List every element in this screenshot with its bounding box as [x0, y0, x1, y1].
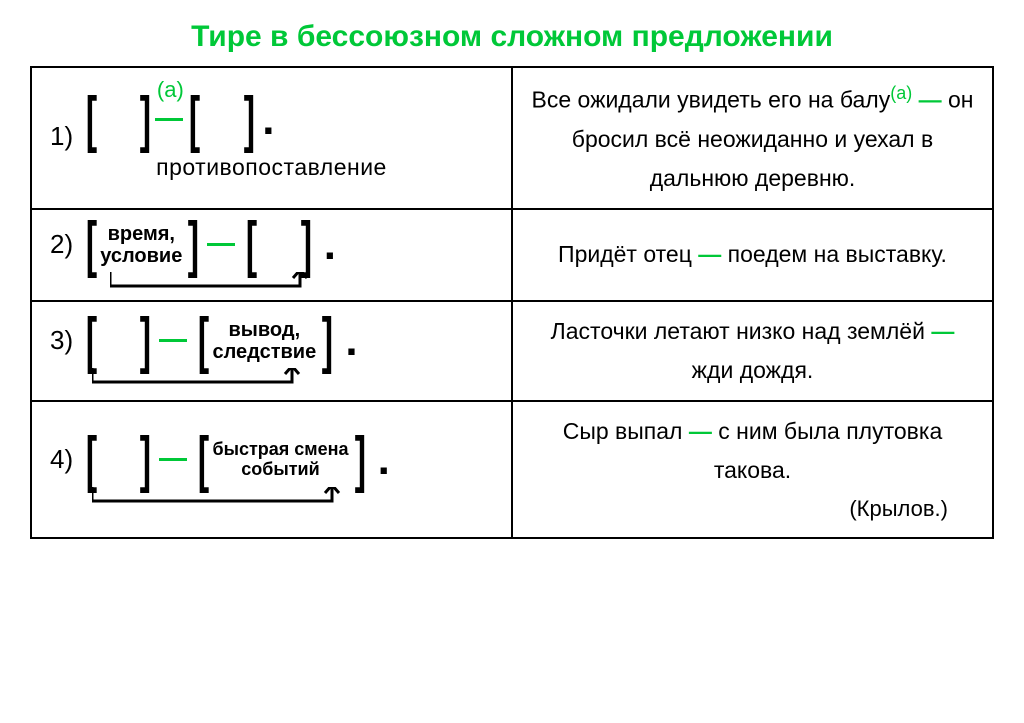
example-text: поедем на выставку. — [728, 241, 947, 267]
dash-icon — [207, 243, 235, 246]
arrow-connector-icon — [92, 368, 312, 392]
dash-text: — — [689, 418, 712, 444]
row-number: 1) — [50, 121, 73, 152]
example-text: Ласточки летают низко над землёй — [551, 318, 925, 344]
example-text: Все ожидали увидеть его на балу — [532, 87, 891, 113]
dash-icon — [159, 339, 187, 342]
example-text: с ним была плутовка такова. — [714, 418, 942, 483]
bracket-empty: [] — [82, 95, 153, 145]
bracket-line2: следствие — [212, 341, 316, 363]
table-row: 1) [] (а) [] . — [31, 67, 993, 209]
bracket-line2: условие — [100, 245, 182, 267]
bracket-empty: [] — [82, 435, 153, 485]
schema-cell: 3) [] [ вывод, следствие ] . — [31, 301, 512, 401]
dash-text: — — [698, 241, 721, 267]
table-row: 3) [] [ вывод, следствие ] . — [31, 301, 993, 401]
schema-cell: 2) [ время, условие ] [] . — [31, 209, 512, 301]
row-number: 4) — [50, 444, 73, 475]
bracket-labeled: [ время, условие ] — [82, 220, 201, 270]
dash-text: — — [919, 87, 942, 113]
example-text: Придёт отец — [558, 241, 692, 267]
rules-table: 1) [] (а) [] . — [30, 66, 994, 539]
arrow-connector-icon — [110, 272, 330, 296]
bracket-line1: быстрая смена — [212, 439, 348, 459]
example-cell: Сыр выпал — с ним была плутовка такова. … — [512, 401, 993, 539]
a-annotation-inline: (а) — [890, 83, 912, 103]
dash-icon — [155, 118, 183, 121]
example-text: жди дождя. — [692, 357, 814, 383]
schema-cell: 4) [] [ быстрая смена событий ] . — [31, 401, 512, 539]
page-title: Тире в бессоюзном сложном предложении — [30, 20, 994, 54]
schema-cell: 1) [] (а) [] . — [31, 67, 512, 209]
example-cell: Все ожидали увидеть его на балу(а) — он … — [512, 67, 993, 209]
bracket-empty: [] — [242, 220, 313, 270]
example-cell: Придёт отец — поедем на выставку. — [512, 209, 993, 301]
row-number: 2) — [50, 229, 73, 260]
credit: (Крылов.) — [527, 490, 978, 527]
bracket-line2: событий — [241, 459, 319, 479]
schema-sublabel: противопоставление — [46, 154, 497, 181]
bracket-empty: [] — [185, 95, 256, 145]
table-row: 2) [ время, условие ] [] . — [31, 209, 993, 301]
dash-icon — [159, 458, 187, 461]
example-text: Сыр выпал — [563, 418, 683, 444]
example-cell: Ласточки летают низко над землёй — жди д… — [512, 301, 993, 401]
bracket-labeled: [ вывод, следствие ] — [194, 316, 335, 366]
bracket-line1: время, — [108, 223, 175, 245]
bracket-empty: [] — [82, 316, 153, 366]
bracket-labeled: [ быстрая смена событий ] — [194, 435, 367, 485]
arrow-connector-icon — [92, 487, 352, 511]
row-number: 3) — [50, 325, 73, 356]
bracket-line1: вывод, — [229, 319, 301, 341]
table-row: 4) [] [ быстрая смена событий ] . — [31, 401, 993, 539]
a-annotation: (а) — [157, 77, 184, 103]
dash-text: — — [931, 318, 954, 344]
